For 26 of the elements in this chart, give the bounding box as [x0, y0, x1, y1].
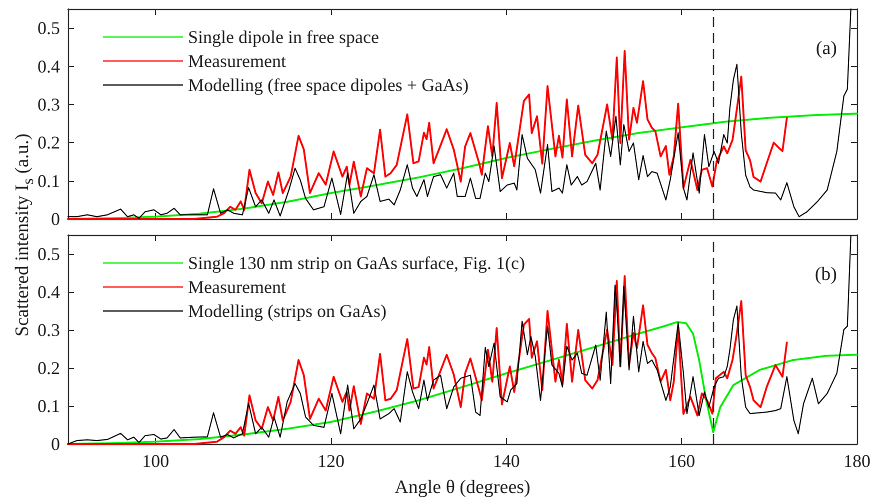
y-tick-label: 0.1	[38, 396, 60, 416]
legend-label: Modelling (free space dipoles + GaAs)	[188, 75, 469, 95]
x-axis-title: Angle θ (degrees)	[394, 477, 530, 498]
legend-label: Single dipole in free space	[188, 27, 379, 47]
y-tick-label: 0.4	[38, 56, 60, 76]
y-tick-label: 0.2	[38, 132, 60, 153]
legend-label: Modelling (strips on GaAs)	[188, 301, 386, 321]
y-tick-label: 0	[51, 209, 60, 229]
legend-label: Single 130 nm strip on GaAs surface, Fig. 1(c)	[188, 253, 525, 273]
y-tick-label: 0.3	[38, 94, 60, 114]
legend-label: Measurement	[188, 51, 286, 71]
y-tick-label: 0.4	[38, 282, 60, 302]
y-tick-label: 0.3	[38, 320, 60, 340]
x-tick-label: 100	[142, 451, 170, 471]
y-tick-label: 0.2	[38, 358, 60, 378]
y-tick-label: 0.5	[38, 18, 60, 38]
legend-label: Measurement	[188, 277, 286, 297]
x-tick-label: 180	[844, 451, 870, 471]
y-tick-label: 0.1	[38, 170, 60, 191]
annotation: (b)	[814, 264, 837, 285]
annotation: (a)	[816, 38, 838, 59]
y-tick-label: 0.5	[38, 244, 60, 264]
x-tick-label: 160	[668, 451, 696, 471]
y-tick-label: 0	[51, 434, 60, 454]
x-tick-label: 140	[492, 451, 520, 471]
x-tick-label: 120	[318, 451, 344, 471]
